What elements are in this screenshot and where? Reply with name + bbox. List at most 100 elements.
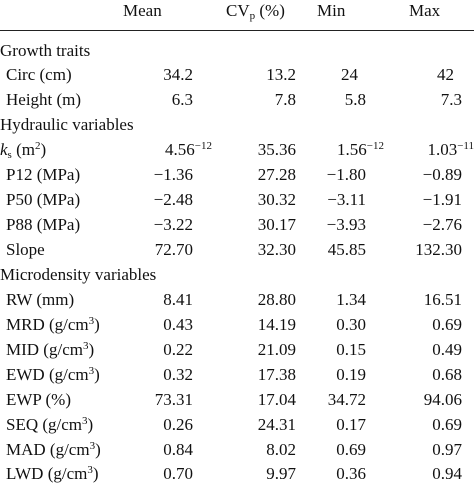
cell-mean: 0.26	[163, 415, 193, 434]
cell-min: 5.8	[344, 90, 366, 109]
cell-cv: 28.80	[257, 290, 296, 309]
ks-unit: (m	[11, 140, 35, 159]
table-row-mid: MID (g/cm3) 0.22 21.09 0.15 0.49	[0, 337, 474, 363]
cell-max: 0.49	[432, 340, 462, 359]
row-label: SEQ (g/cm3)	[6, 412, 93, 438]
row-label-sup: 3	[82, 415, 88, 427]
row-label: LWD (g/cm3)	[6, 461, 99, 487]
table-row-slope: Slope 72.70 32.30 45.85 132.30	[0, 237, 474, 263]
cell-max: 132.30	[415, 240, 462, 259]
cell-min-exp: −12	[366, 140, 384, 152]
row-label-sup: 3	[88, 365, 95, 377]
cell-mean: 0.32	[163, 365, 193, 384]
cell-mean: −2.48	[153, 190, 193, 209]
cell-min: 1.34	[336, 290, 366, 309]
cell-min: −3.11	[327, 190, 366, 209]
ks-symbol: k	[0, 140, 8, 159]
header-cv: CVp (%)	[226, 0, 285, 24]
table-row-seq: SEQ (g/cm3) 0.26 24.31 0.17 0.69	[0, 412, 474, 438]
group-label: Microdensity variables	[0, 265, 157, 284]
cell-mean: 4.56−12	[165, 137, 212, 163]
cell-min: 45.85	[327, 240, 366, 259]
cell-mean: 0.43	[163, 315, 193, 334]
row-label-text: MRD (g/cm	[6, 315, 89, 334]
cell-max: 0.94	[432, 464, 462, 483]
cell-max: −1.91	[422, 190, 462, 209]
cell-mean: 72.70	[154, 240, 193, 259]
header-rule	[0, 30, 474, 31]
cell-min: 24	[341, 65, 358, 84]
row-label: MRD (g/cm3)	[6, 312, 100, 338]
table-row-mrd: MRD (g/cm3) 0.43 14.19 0.30 0.69	[0, 312, 474, 338]
table-row-mad: MAD (g/cm3) 0.84 8.02 0.69 0.97	[0, 437, 474, 463]
row-label-text: EWD (g/cm	[6, 365, 89, 384]
row-label-end: )	[88, 340, 95, 359]
table-row-p12: P12 (MPa) −1.36 27.28 −1.80 −0.89	[0, 162, 474, 188]
group-hydraulic-variables: Hydraulic variables	[0, 112, 474, 138]
header-cv-text: CV	[226, 1, 250, 20]
group-growth-traits: Growth traits	[0, 38, 474, 64]
cell-max: −0.89	[422, 165, 462, 184]
cell-max: −2.76	[422, 215, 462, 234]
row-label-end: )	[95, 440, 101, 459]
cell-mean: −3.22	[153, 215, 193, 234]
table-header: Mean CVp (%) Min Max	[0, 0, 474, 26]
cell-min: 0.30	[336, 315, 366, 334]
cell-max: 0.97	[432, 440, 462, 459]
cell-cv: 13.2	[266, 65, 296, 84]
row-label: P88 (MPa)	[6, 215, 81, 234]
cell-mean: 8.41	[163, 290, 193, 309]
row-label-sup: 3	[87, 464, 93, 476]
row-label-text: MAD (g/cm	[6, 440, 90, 459]
row-label-end: )	[94, 315, 100, 334]
table-row-p88: P88 (MPa) −3.22 30.17 −3.93 −2.76	[0, 212, 474, 238]
row-label: EWP (%)	[6, 390, 71, 409]
table-row-ks: ks (m2) 4.56−12 35.36 1.56−12 1.03−11	[0, 137, 474, 163]
cell-min-value: 1.56	[337, 140, 367, 159]
row-label-sup: 3	[82, 340, 89, 352]
cell-cv: 30.17	[257, 215, 296, 234]
cell-min: 0.17	[336, 415, 366, 434]
row-label-end: )	[87, 415, 94, 434]
row-label-text: LWD (g/cm	[6, 464, 88, 483]
cell-cv: 17.04	[257, 390, 296, 409]
cell-max: 7.3	[440, 90, 462, 109]
row-label-text: SEQ (g/cm	[6, 415, 83, 434]
cell-cv: 9.97	[266, 464, 296, 483]
row-label-end: )	[94, 365, 100, 384]
header-min: Min	[317, 1, 346, 20]
cell-cv: 14.19	[257, 315, 296, 334]
cell-min: 0.15	[336, 340, 366, 359]
header-mean: Mean	[123, 1, 162, 20]
table-row-p50: P50 (MPa) −2.48 30.32 −3.11 −1.91	[0, 187, 474, 213]
table-row-lwd: LWD (g/cm3) 0.70 9.97 0.36 0.94	[0, 461, 474, 487]
cell-mean: 34.2	[163, 65, 193, 84]
cell-cv: 27.28	[257, 165, 296, 184]
cell-min: 0.69	[336, 440, 366, 459]
cell-min: 1.56−12	[337, 137, 384, 163]
table-row-ewd: EWD (g/cm3) 0.32 17.38 0.19 0.68	[0, 362, 474, 388]
cell-cv: 21.09	[257, 340, 296, 359]
table-row-rw: RW (mm) 8.41 28.80 1.34 16.51	[0, 287, 474, 313]
cell-min: 0.19	[336, 365, 366, 384]
row-label: P12 (MPa)	[6, 165, 81, 184]
cell-cv: 30.32	[257, 190, 296, 209]
table-row-ewp: EWP (%) 73.31 17.04 34.72 94.06	[0, 387, 474, 413]
row-label: Height (m)	[6, 90, 82, 109]
row-label: MAD (g/cm3)	[6, 437, 101, 463]
cell-mean-exp: −12	[194, 140, 212, 152]
cell-mean: 0.70	[163, 464, 193, 483]
cell-min: 0.36	[336, 464, 366, 483]
cell-mean: −1.36	[153, 165, 193, 184]
cell-max: 16.51	[423, 290, 462, 309]
cell-min: −3.93	[326, 215, 366, 234]
cell-min: −1.80	[326, 165, 366, 184]
cell-mean-value: 4.56	[165, 140, 195, 159]
row-label: RW (mm)	[6, 290, 75, 309]
cell-cv: 8.02	[266, 440, 296, 459]
row-label-sup: 3	[88, 315, 95, 327]
ks-unit-sup: 2	[34, 140, 41, 152]
group-microdensity-variables: Microdensity variables	[0, 262, 474, 288]
header-max: Max	[409, 1, 441, 20]
row-label-text: MID (g/cm	[6, 340, 83, 359]
